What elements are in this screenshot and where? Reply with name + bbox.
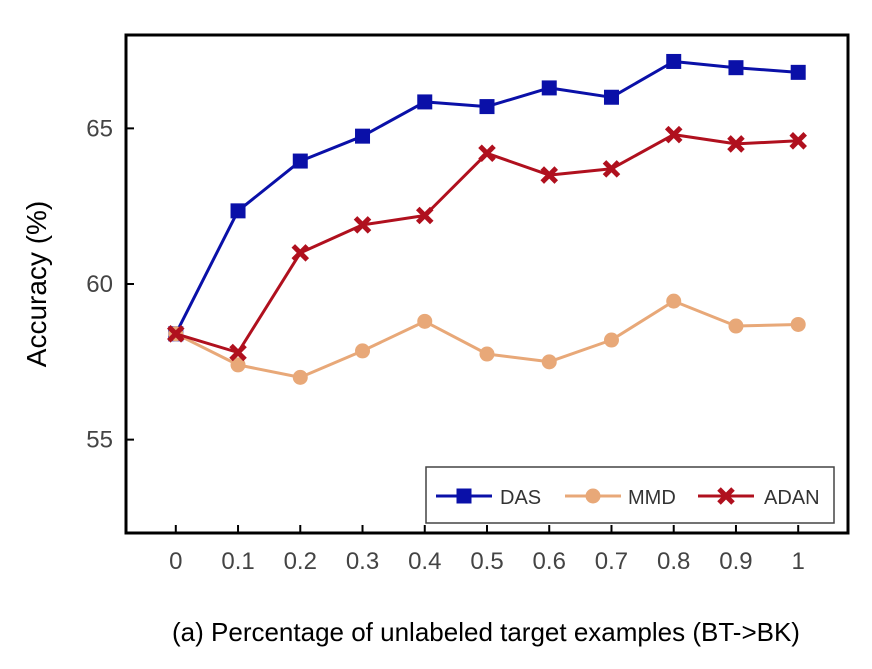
legend: DAS MMD ADAN bbox=[425, 466, 835, 524]
data-point-adan bbox=[353, 216, 372, 234]
data-point-das bbox=[292, 153, 308, 169]
series-line-mmd bbox=[175, 299, 799, 379]
x-tick-label: 0.6 bbox=[533, 548, 566, 575]
legend-entry-mmd: MMD bbox=[565, 487, 676, 509]
data-point-adan bbox=[478, 144, 496, 163]
legend-marker-adan bbox=[717, 487, 735, 505]
data-point-adan-stroke bbox=[353, 216, 372, 234]
data-point-mmd bbox=[355, 343, 371, 359]
axis-layer: 0 0.1 0.2 0.3 0.4 0.5 0.6 0.7 0.8 0.9 1 55 60 65 bbox=[86, 115, 805, 575]
data-point-mmd bbox=[603, 332, 619, 348]
x-tick-label: 0.9 bbox=[719, 548, 752, 575]
data-point-adan-stroke bbox=[478, 144, 496, 163]
data-point-adan bbox=[229, 343, 247, 362]
data-point-das bbox=[541, 80, 557, 96]
data-point-mmd bbox=[230, 357, 246, 373]
data-point-adan bbox=[602, 160, 621, 178]
data-point-das bbox=[417, 94, 433, 110]
data-point-das bbox=[355, 128, 371, 144]
data-point-mmd bbox=[541, 354, 557, 370]
legend-entry-adan: ADAN bbox=[698, 487, 820, 509]
legend-marker-mmd bbox=[585, 488, 601, 504]
legend-label-adan: ADAN bbox=[764, 487, 820, 509]
data-point-adan-stroke bbox=[229, 343, 247, 362]
data-point-das bbox=[479, 99, 495, 115]
data-point-das bbox=[603, 89, 619, 105]
legend-label-mmd: MMD bbox=[628, 487, 676, 509]
data-point-mmd bbox=[479, 346, 495, 362]
y-tick-label: 55 bbox=[86, 427, 113, 454]
legend-marker-adan-stroke bbox=[717, 487, 735, 505]
y-tick-label: 60 bbox=[86, 271, 113, 298]
x-tick-label: 0.4 bbox=[408, 548, 441, 575]
data-point-adan bbox=[789, 132, 807, 150]
x-tick-label: 0.1 bbox=[221, 548, 254, 575]
data-point-das bbox=[230, 203, 246, 219]
x-tick-label: 0.7 bbox=[595, 548, 628, 575]
data-point-das bbox=[790, 64, 806, 80]
data-point-adan-stroke bbox=[415, 206, 434, 225]
series-das bbox=[168, 53, 806, 342]
data-point-adan-stroke bbox=[602, 160, 621, 178]
x-tick-label: 1 bbox=[792, 548, 805, 575]
data-point-adan bbox=[727, 135, 745, 153]
data-point-adan-stroke bbox=[727, 135, 745, 153]
data-point-adan bbox=[540, 166, 559, 184]
x-tick-label: 0.8 bbox=[657, 548, 690, 575]
legend-label-das: DAS bbox=[500, 487, 541, 509]
legend-entry-das: DAS bbox=[436, 487, 541, 509]
data-point-adan bbox=[415, 206, 434, 225]
data-point-mmd bbox=[728, 318, 744, 334]
data-point-mmd bbox=[292, 369, 308, 385]
legend-box bbox=[425, 466, 835, 524]
y-tick-label: 65 bbox=[86, 115, 113, 142]
data-point-adan bbox=[167, 325, 185, 343]
data-point-mmd bbox=[417, 313, 433, 329]
data-point-adan bbox=[664, 125, 683, 144]
x-tick-label: 0.2 bbox=[284, 548, 317, 575]
data-point-adan bbox=[291, 244, 310, 262]
data-point-mmd bbox=[790, 316, 806, 332]
series-line-adan bbox=[175, 133, 799, 354]
series-adan bbox=[167, 125, 807, 362]
data-layer bbox=[167, 53, 807, 385]
x-tick-label: 0.5 bbox=[470, 548, 503, 575]
x-axis-label: (a) Percentage of unlabeled target examp… bbox=[172, 617, 800, 647]
data-point-adan-stroke bbox=[540, 166, 559, 184]
data-point-adan-stroke bbox=[167, 325, 185, 343]
data-point-das bbox=[666, 53, 682, 69]
data-point-mmd bbox=[666, 293, 682, 309]
data-point-das bbox=[728, 60, 744, 76]
series-mmd bbox=[168, 293, 806, 385]
data-point-adan-stroke bbox=[664, 125, 683, 144]
data-point-adan-stroke bbox=[291, 244, 310, 262]
x-tick-label: 0.3 bbox=[346, 548, 379, 575]
y-axis-label: Accuracy (%) bbox=[21, 201, 52, 367]
x-tick-label: 0 bbox=[169, 548, 182, 575]
data-point-adan-stroke bbox=[789, 132, 807, 150]
legend-marker-das bbox=[456, 488, 472, 504]
